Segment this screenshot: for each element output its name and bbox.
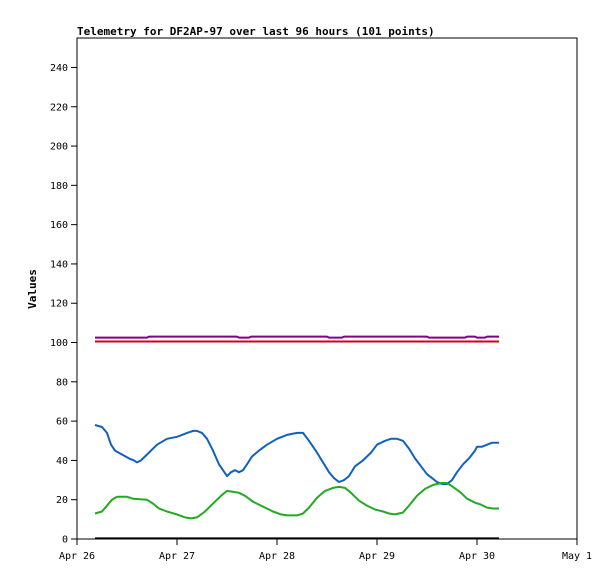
- y-tick-label: 60: [56, 417, 68, 428]
- x-tick-label: Apr 28: [259, 551, 295, 562]
- chart-title: Telemetry for DF2AP-97 over last 96 hour…: [77, 25, 435, 38]
- series-line-1: [95, 335, 499, 339]
- y-tick-label: 200: [50, 142, 68, 153]
- series-line-3: [94, 424, 499, 485]
- y-tick-label: 0: [62, 535, 68, 546]
- x-tick-label: Apr 26: [59, 551, 95, 562]
- series-line-4: [94, 482, 499, 520]
- y-tick-label: 100: [50, 338, 68, 349]
- y-tick-label: 80: [56, 377, 68, 388]
- x-axis: Apr 26 Apr 27 Apr 28 Apr 29 Apr 30 May 1: [59, 539, 592, 562]
- plot-area-frame: [76, 37, 578, 540]
- y-tick-label: 160: [50, 220, 68, 231]
- y-tick-label: 240: [50, 63, 68, 74]
- series-layer: [94, 335, 499, 540]
- x-tick-label: Apr 27: [159, 551, 195, 562]
- y-tick-label: 20: [56, 495, 68, 506]
- x-tick-label: Apr 29: [359, 551, 395, 562]
- y-tick-label: 180: [50, 181, 68, 192]
- y-tick-label: 140: [50, 259, 68, 270]
- x-tick-label: May 1: [562, 551, 592, 562]
- x-tick-label: Apr 30: [459, 551, 495, 562]
- y-tick-label: 40: [56, 456, 68, 467]
- y-tick-label: 220: [50, 102, 68, 113]
- y-axis: 0 20 40 60 80 100 120 140 160 180 200 220 240: [50, 63, 77, 546]
- y-axis-label: Values: [26, 269, 39, 309]
- y-tick-label: 120: [50, 299, 68, 310]
